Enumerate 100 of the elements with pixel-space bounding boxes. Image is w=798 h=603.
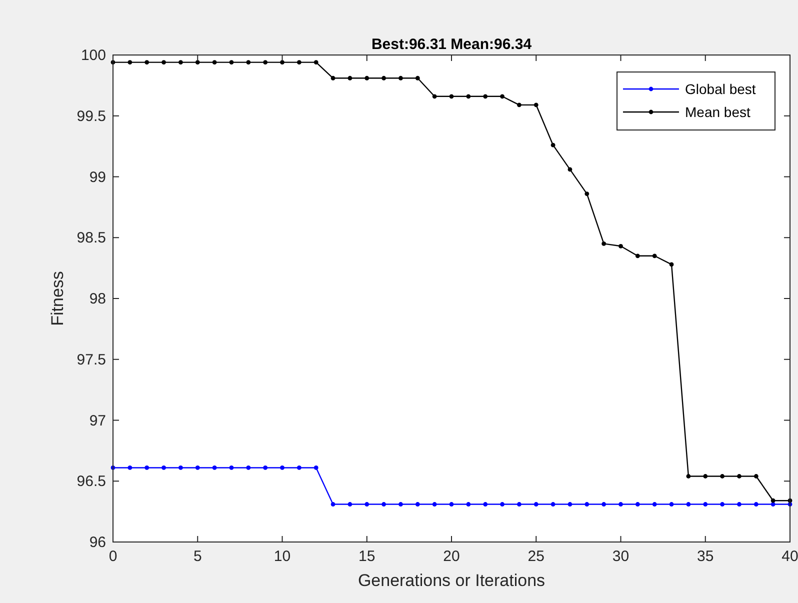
point — [364, 76, 370, 80]
x-tick-label: 0 — [108, 548, 118, 565]
point — [483, 94, 488, 99]
point — [195, 466, 200, 470]
point — [703, 502, 708, 506]
point — [128, 60, 132, 65]
x-tick-label: 10 — [274, 548, 291, 565]
point — [144, 466, 150, 470]
point — [754, 474, 758, 478]
point — [449, 94, 454, 99]
point — [314, 60, 318, 65]
point — [686, 502, 691, 506]
point — [296, 60, 302, 65]
point — [330, 76, 336, 80]
point — [720, 502, 724, 506]
point — [382, 76, 386, 80]
point — [296, 466, 302, 470]
point — [212, 466, 217, 470]
point — [263, 466, 268, 470]
point — [737, 474, 742, 478]
point — [195, 60, 200, 65]
point — [246, 60, 251, 65]
y-tick-label: 98 — [89, 290, 106, 308]
point — [669, 502, 674, 506]
x-tick-label: 5 — [193, 548, 202, 565]
point — [398, 502, 403, 506]
point — [162, 60, 166, 65]
legend-label: Global best — [685, 81, 756, 97]
x-tick-label: 35 — [697, 548, 714, 565]
point — [584, 502, 590, 506]
point — [737, 502, 742, 506]
point — [568, 167, 572, 172]
point — [212, 60, 217, 65]
point — [517, 102, 522, 108]
point — [415, 502, 420, 506]
point — [162, 466, 166, 470]
point — [618, 244, 623, 248]
point — [770, 502, 776, 506]
point — [550, 502, 556, 506]
point — [652, 254, 657, 258]
point — [550, 142, 556, 148]
point — [364, 502, 370, 506]
x-tick-label: 15 — [358, 548, 376, 565]
point — [466, 502, 471, 506]
y-tick-label: 96 — [89, 534, 106, 551]
point — [686, 474, 691, 478]
point — [246, 466, 251, 470]
point — [449, 502, 454, 506]
point — [584, 192, 590, 196]
point — [534, 502, 538, 506]
point — [314, 466, 318, 470]
point — [280, 60, 284, 65]
y-axis-title: Fitness — [48, 271, 67, 326]
point — [178, 60, 183, 65]
x-tick-label: 20 — [443, 548, 460, 565]
point — [754, 502, 758, 506]
point — [229, 60, 234, 65]
point — [720, 474, 724, 478]
x-axis-title: Generations or Iterations — [358, 571, 546, 590]
x-tick-label: 30 — [612, 548, 630, 565]
point — [398, 76, 403, 80]
point — [483, 502, 488, 506]
point — [432, 502, 437, 506]
x-tick-label: 25 — [528, 548, 544, 565]
point — [330, 502, 336, 506]
point — [602, 242, 606, 246]
point — [602, 502, 606, 506]
point — [652, 502, 657, 506]
point — [669, 262, 674, 267]
y-tick-label: 99.5 — [76, 108, 106, 125]
y-tick-label: 97 — [89, 412, 106, 430]
point — [703, 474, 708, 478]
point — [500, 502, 504, 506]
point — [770, 498, 776, 503]
point — [432, 94, 437, 99]
y-tick-label: 100 — [80, 47, 106, 64]
point — [568, 502, 572, 506]
point — [348, 502, 352, 506]
point — [144, 60, 150, 65]
point — [280, 466, 284, 470]
legend-label: Mean best — [685, 104, 750, 120]
point — [415, 76, 420, 80]
y-tick-label: 97.5 — [76, 351, 106, 368]
point — [500, 94, 504, 99]
y-tick-label: 99 — [89, 168, 106, 186]
y-tick-label: 96.5 — [76, 473, 106, 490]
point — [635, 254, 640, 258]
point — [517, 502, 522, 506]
point — [263, 60, 268, 65]
point — [229, 466, 234, 470]
point — [466, 94, 471, 99]
point — [618, 502, 623, 506]
point — [534, 102, 538, 108]
chart-title: Best:96.31 Mean:96.34 — [371, 36, 532, 53]
point — [178, 466, 183, 470]
y-tick-label: 98.5 — [76, 230, 106, 247]
point — [635, 502, 640, 506]
point — [348, 76, 352, 80]
x-tick-label: 40 — [782, 548, 798, 565]
point — [382, 502, 386, 506]
